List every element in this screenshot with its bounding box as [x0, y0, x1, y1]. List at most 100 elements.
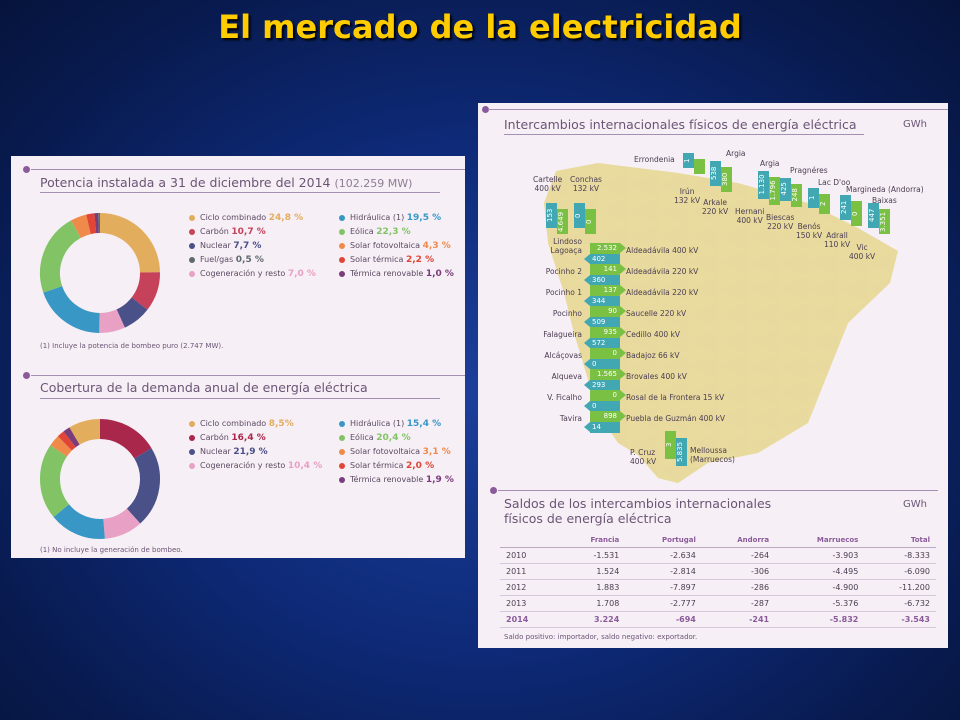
- donut-slice-6: [71, 214, 92, 239]
- legend-swatch: [339, 214, 345, 221]
- legend-label: Solar térmica: [350, 461, 406, 470]
- legend-swatch: [339, 462, 345, 469]
- flow-value: [694, 159, 705, 174]
- cobertura-note: (1) No incluye la generación de bombeo.: [40, 546, 183, 554]
- flow-value: 402: [584, 254, 620, 265]
- section-dot: [482, 106, 489, 113]
- table-cell: -3.543: [864, 611, 936, 628]
- portugal-node-label: Falagueira: [543, 330, 582, 339]
- legend-value: 2,2 %: [406, 255, 435, 265]
- interconnection-label: Irún 132 kV: [674, 187, 701, 205]
- table-cell: 2010: [500, 547, 558, 564]
- flow-value: 141: [590, 264, 626, 275]
- table-row: 2011 1.524 -2.814 -306 -4.495 -6.090: [500, 563, 936, 580]
- flow-value: 1: [683, 158, 691, 163]
- portugal-node-label: Lindoso Lagoaça: [550, 237, 582, 255]
- flow-value: 447: [868, 208, 876, 223]
- flow-bar-export: 241: [840, 195, 851, 220]
- flow-bar-import: 1.796: [769, 177, 780, 205]
- interconnection-label: Vic 400 kV: [849, 243, 876, 261]
- flow-bar-import: 5.835: [676, 438, 687, 466]
- legend-label: Nuclear: [200, 447, 234, 456]
- legend-label: Solar térmica: [350, 255, 406, 264]
- flow-value: 572: [584, 338, 620, 349]
- legend-label: Térmica renovable: [350, 269, 426, 278]
- table-cell: -5.376: [775, 595, 865, 612]
- donut-slice-1: [126, 448, 160, 524]
- legend-label: Solar fotovoltaica: [350, 241, 423, 250]
- interconnection-label: Cartelle 400 kV: [533, 175, 563, 193]
- spain-node-label: Aldeadávila 400 kV: [626, 246, 699, 255]
- legend-label: Nuclear: [200, 241, 234, 250]
- intercambios-title: Intercambios internacionales físicos de …: [504, 117, 857, 132]
- legend-label: Carbón: [200, 433, 232, 442]
- legend-value: 15,4 %: [406, 419, 442, 429]
- flow-bar-export: 538: [710, 161, 721, 186]
- legend-label: Hidráulica (1): [350, 419, 407, 428]
- table-cell: 1.524: [557, 563, 626, 580]
- flow-value: 1.130: [758, 174, 766, 195]
- donut-slice-1: [131, 271, 160, 310]
- legend-item: Carbón 10,7 %: [189, 227, 266, 237]
- cobertura-donut: [40, 419, 160, 539]
- flow-value: 0: [590, 348, 626, 359]
- table-row: 2013 1.708 -2.777 -287 -5.376 -6.732: [500, 595, 936, 612]
- flow-value: 0: [584, 401, 620, 412]
- legend-swatch: [339, 228, 345, 235]
- flow-value: 3.351: [879, 211, 887, 232]
- legend-item: Hidráulica (1) 15,4 %: [339, 419, 441, 429]
- portugal-node-label: Pocinho: [552, 309, 582, 318]
- table-cell: -2.634: [625, 547, 702, 564]
- portugal-node-label: Alcáçovas: [544, 351, 582, 360]
- spain-node-label: Puebla de Guzmán 400 kV: [626, 414, 726, 423]
- legend-value: 1,9 %: [425, 475, 454, 485]
- flow-value: 380: [721, 172, 729, 187]
- legend-item: Carbón 16,4 %: [189, 433, 266, 443]
- donut-slice-0: [99, 419, 152, 459]
- flow-value: 0: [574, 213, 582, 218]
- table-cell: -287: [701, 595, 776, 612]
- table-cell: 2011: [500, 563, 558, 580]
- legend-value: 16,4 %: [231, 433, 266, 443]
- right-infographic: Intercambios internacionales físicos de …: [478, 103, 948, 648]
- table-cell: -1.531: [557, 547, 626, 564]
- spain-node-label: Brovales 400 kV: [626, 372, 687, 381]
- cobertura-title: Cobertura de la demanda anual de energía…: [40, 380, 368, 395]
- legend-value: 19,5 %: [406, 213, 442, 223]
- portugal-node-label: V. Ficalho: [547, 393, 582, 402]
- table-row: 2010 -1.531 -2.634 -264 -3.903 -8.333: [500, 547, 936, 564]
- table-cell: 3.224: [557, 611, 626, 628]
- section-dot: [23, 372, 30, 379]
- donut-slice-0: [99, 213, 160, 273]
- interconnection-label: Margineda (Andorra): [846, 185, 924, 194]
- table-cell: -11.200: [864, 579, 936, 596]
- table-cell: -694: [625, 611, 702, 628]
- intercambios-unit: GWh: [903, 119, 927, 130]
- flow-value: 14: [584, 422, 620, 433]
- flow-value: 425: [780, 182, 788, 196]
- interconnection-label: Baixas: [872, 196, 897, 205]
- table-header: Marruecos: [775, 533, 865, 548]
- flow-value: 360: [584, 275, 620, 286]
- donut-slice-5: [50, 436, 73, 457]
- spain-node-label: Rosal de la Frontera 15 kV: [626, 393, 725, 402]
- flow-value: 344: [584, 296, 620, 307]
- flow-value: 0: [585, 219, 593, 224]
- saldos-unit: GWh: [903, 499, 927, 510]
- legend-item: Nuclear 7,7 %: [189, 241, 261, 251]
- legend-label: Eólica: [350, 227, 377, 236]
- legend-label: Ciclo combinado: [200, 419, 269, 428]
- legend-swatch: [189, 256, 195, 263]
- table-cell: -6.732: [864, 595, 936, 612]
- legend-value: 4,3 %: [422, 241, 451, 251]
- legend-label: Fuel/gas: [200, 255, 236, 264]
- legend-label: Cogeneración y resto: [200, 269, 288, 278]
- interconnection-label: Conchas 132 kV: [570, 175, 602, 193]
- legend-value: 7,0 %: [287, 269, 316, 279]
- interconnection-label: Benós 150 kV: [796, 222, 823, 240]
- legend-item: Solar térmica 2,2 %: [339, 255, 434, 265]
- flow-value: 1.796: [769, 180, 777, 201]
- table-cell: -2.777: [625, 595, 702, 612]
- legend-swatch: [339, 256, 345, 263]
- legend-item: Nuclear 21,9 %: [189, 447, 268, 457]
